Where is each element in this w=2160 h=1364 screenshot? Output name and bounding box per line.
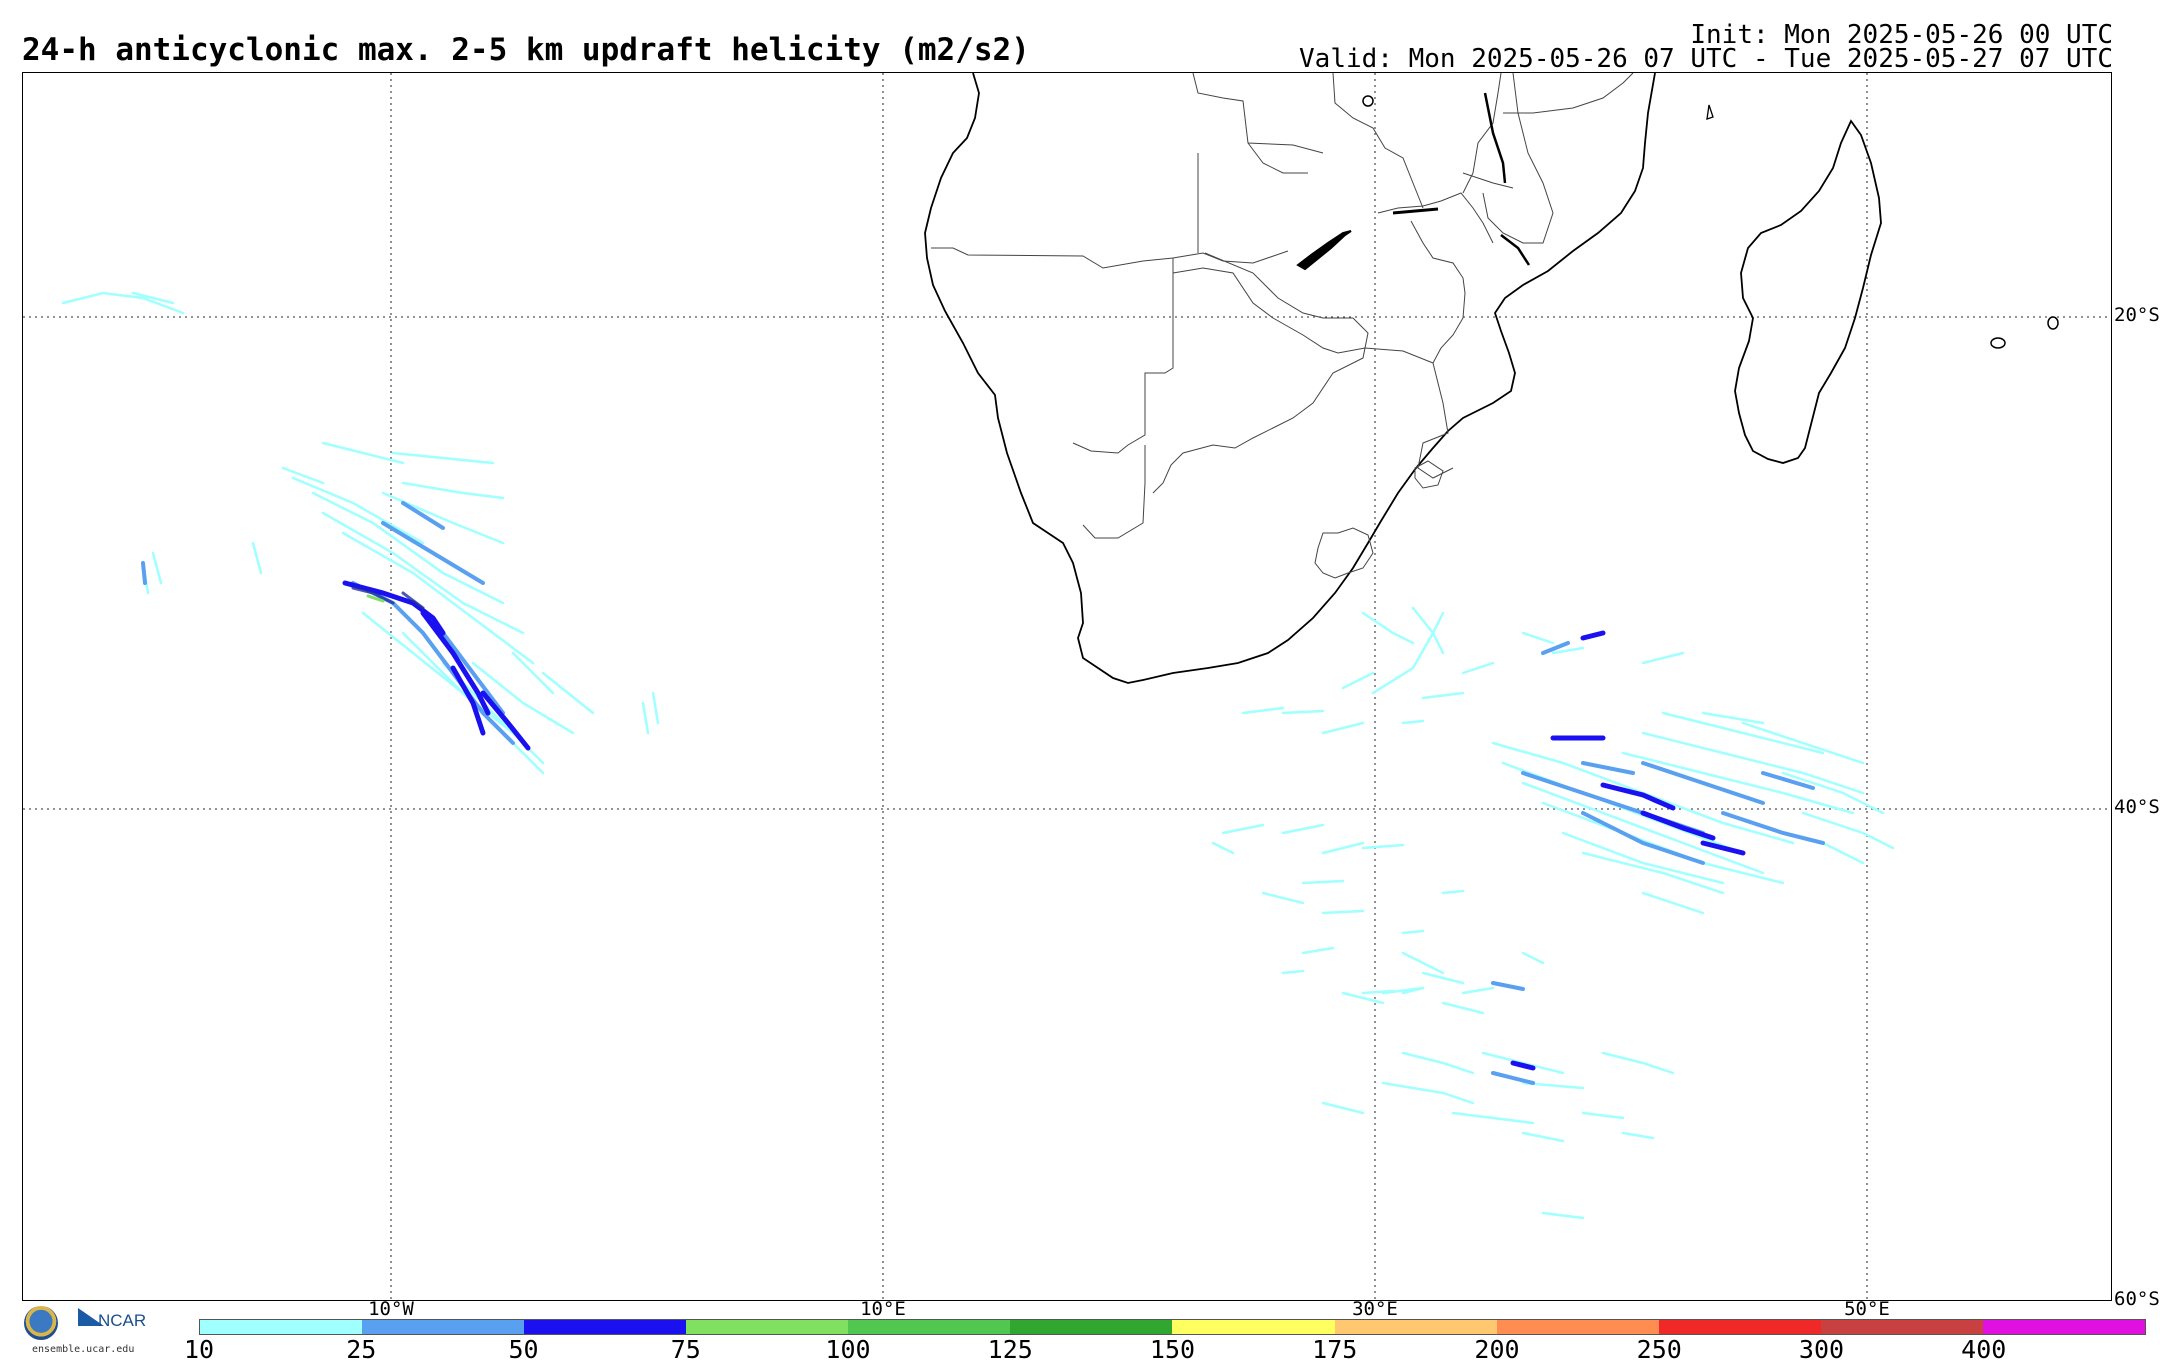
colorbar-tick-label: 400 <box>1961 1335 2007 1364</box>
colorbar-swatch <box>362 1320 525 1334</box>
colorbar-swatch <box>686 1320 849 1334</box>
colorbar-tick-label: 150 <box>1149 1335 1196 1364</box>
map-canvas <box>23 73 2111 1300</box>
lon-label-50e: 50°E <box>1844 1298 1890 1320</box>
lesotho-outline <box>1314 527 1374 579</box>
colorbar-tick-label: 125 <box>987 1335 1033 1364</box>
helicity-swath-west <box>61 291 660 775</box>
colorbar-swatch <box>1010 1320 1173 1334</box>
nsf-seal-icon <box>24 1306 58 1340</box>
colorbar-swatch <box>1172 1320 1335 1334</box>
lon-label-10w: 10°W <box>368 1298 414 1320</box>
site-url: ensemble.ucar.edu <box>32 1344 135 1355</box>
colorbar-swatch <box>524 1320 687 1334</box>
colorbar-swatch <box>1496 1320 1659 1334</box>
colorbar-tick-label: 75 <box>670 1335 701 1364</box>
helicity-swath-east <box>1211 606 1895 1220</box>
colorbar-tick-label: 250 <box>1636 1335 1682 1364</box>
lat-label-20s: 20°S <box>2114 304 2160 326</box>
ncar-logo: NCAR ensemble.ucar.edu <box>22 1304 162 1355</box>
colorbar-tick-label: 10 <box>183 1335 215 1364</box>
colorbar-swatch <box>1658 1320 1821 1334</box>
lon-label-30e: 30°E <box>1352 1298 1398 1320</box>
map-panel[interactable] <box>22 72 2112 1301</box>
map-title: 24-h anticyclonic max. 2-5 km updraft he… <box>22 32 1030 68</box>
graticule <box>23 73 2111 1300</box>
colorbar-tick-label: 100 <box>825 1335 871 1364</box>
colorbar-swatch <box>848 1320 1011 1334</box>
africa-coastline <box>924 73 1656 684</box>
valid-time: Valid: Mon 2025-05-26 07 UTC - Tue 2025-… <box>1299 44 2113 74</box>
colorbar-tick-label: 175 <box>1312 1335 1358 1364</box>
init-time: Init: Mon 2025-05-26 00 UTC <box>1690 20 2113 50</box>
country-borders <box>931 73 1634 539</box>
lat-label-40s: 40°S <box>2114 796 2160 818</box>
colorbar-swatch <box>200 1320 363 1334</box>
ncar-wordmark: NCAR <box>98 1311 147 1330</box>
colorbar-swatch <box>1820 1320 1983 1334</box>
lat-label-60s: 60°S <box>2114 1288 2160 1310</box>
lon-label-10e: 10°E <box>860 1298 906 1320</box>
colorbar-tick-label: 300 <box>1798 1335 1845 1364</box>
colorbar-swatch <box>1982 1320 2145 1334</box>
colorbar-swatch <box>1334 1320 1497 1334</box>
colorbar-tick-label: 50 <box>508 1335 539 1364</box>
colorbar <box>199 1319 2146 1335</box>
colorbar-tick-label: 25 <box>346 1335 377 1364</box>
colorbar-tick-label: 200 <box>1474 1335 1520 1364</box>
madagascar-outline <box>1734 119 1882 464</box>
